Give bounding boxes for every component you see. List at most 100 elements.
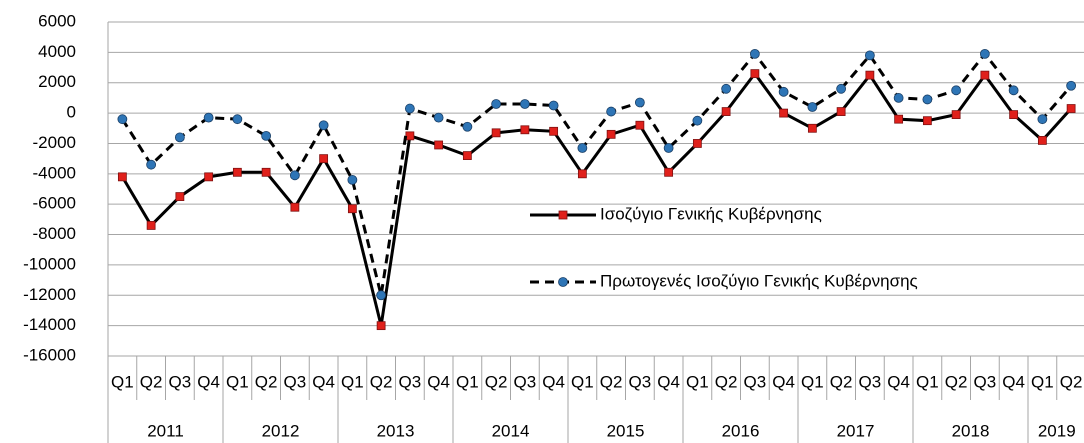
x-group-label: 2017 [837,421,875,440]
y-tick-label: 0 [67,103,76,122]
data-point [261,130,272,141]
x-tick-label: Q3 [629,372,652,391]
x-group-label: 2014 [492,421,530,440]
x-group-label: 2013 [377,421,415,440]
data-point [778,86,789,97]
data-point [664,167,674,177]
x-tick-label: Q1 [1031,372,1054,391]
x-tick-label: Q4 [197,372,220,391]
data-point [117,172,127,182]
x-tick-label: Q3 [169,372,192,391]
data-point [174,132,185,143]
data-point [750,69,760,79]
x-tick-label: Q1 [916,372,939,391]
y-tick-label: -10000 [23,254,76,273]
y-tick-label: -8000 [33,224,76,243]
data-point [319,154,329,164]
x-tick-label: Q2 [830,372,853,391]
data-point [404,103,415,114]
series-line [121,51,1073,296]
y-tick-label: -4000 [33,163,76,182]
data-point [347,204,357,214]
series-line [121,71,1073,326]
x-group-label: 2011 [147,421,184,440]
x-tick-label: Q4 [887,372,910,391]
x-group-label: 2018 [952,421,990,440]
x-tick-label: Q4 [657,372,680,391]
x-tick-label: Q4 [312,372,335,391]
data-point [433,112,444,123]
x-tick-label: Q1 [571,372,594,391]
x-tick-label: Q2 [1060,372,1083,391]
data-point [606,106,617,117]
x-tick-label: Q4 [427,372,450,391]
data-point [1066,104,1076,113]
x-tick-label: Q3 [514,372,537,391]
x-tick-label: Q1 [456,372,479,391]
x-tick-label: Q3 [284,372,307,391]
data-point [893,93,904,103]
x-tick-label: Q3 [744,372,767,391]
data-point [606,129,616,139]
data-point [204,172,214,182]
data-point [1037,114,1048,125]
y-tick-label: 6000 [38,11,76,30]
y-tick-label: 2000 [38,72,76,91]
data-point [146,221,156,230]
data-point [1009,110,1019,120]
data-point [117,114,128,125]
data-point [721,83,732,94]
x-tick-label: Q1 [111,372,134,391]
data-point [290,202,300,212]
y-tick-label: -6000 [33,194,76,213]
data-point [635,120,645,130]
data-point [922,116,932,126]
data-point [807,123,817,133]
data-point [376,290,387,301]
data-point [692,139,702,148]
data-point [779,108,789,118]
x-tick-label: Q4 [772,372,795,391]
data-point [1037,136,1047,145]
data-point [807,102,818,112]
data-point [462,151,472,161]
data-point [1008,85,1019,96]
data-point [864,50,875,61]
x-tick-label: Q3 [859,372,882,391]
x-tick-label: Q2 [370,372,393,391]
data-point [894,114,904,124]
data-point [203,112,214,123]
data-point [951,110,961,120]
data-point [261,167,271,177]
data-point [232,114,243,125]
data-point [376,321,386,331]
x-tick-label: Q2 [140,372,163,391]
x-tick-label: Q2 [485,372,508,391]
data-point [146,159,157,170]
x-group-label: 2019 [1038,421,1076,440]
x-tick-label: Q1 [341,372,364,391]
data-point [836,107,846,116]
y-tick-label: 4000 [38,42,76,61]
legend-marker [558,277,568,287]
legend-label: Ισοζύγιο Γενικής Κυβέρνησης [600,204,822,223]
data-point [951,85,962,96]
data-point [577,143,588,153]
data-point [721,107,731,116]
data-point [548,100,559,111]
x-tick-label: Q1 [226,372,249,391]
data-point [175,192,185,201]
x-tick-label: Q3 [399,372,422,391]
y-tick-label: -12000 [23,285,76,304]
data-point [865,70,875,80]
data-point [232,167,242,177]
x-group-label: 2016 [722,421,760,440]
x-tick-label: Q2 [715,372,738,391]
data-point [434,140,444,150]
data-point [663,143,674,153]
legend-marker [558,210,568,220]
y-tick-label: -2000 [33,133,76,152]
data-point [462,121,473,132]
y-tick-label: -16000 [23,345,76,364]
